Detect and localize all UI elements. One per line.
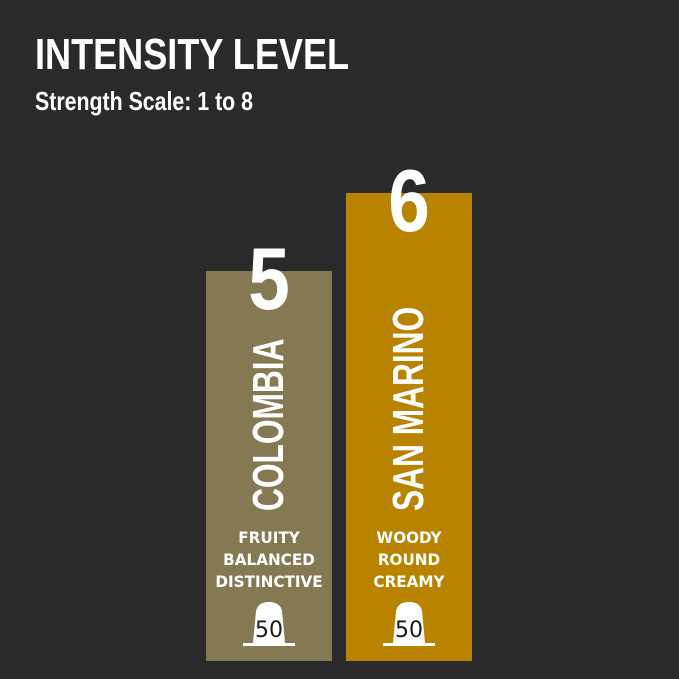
- flavor-notes: WOODY ROUND CREAMY: [346, 527, 472, 593]
- flavor-note: WOODY: [376, 528, 442, 547]
- bar-category-label: SAN MARINO: [384, 306, 433, 511]
- bar-value-label: 6: [388, 151, 430, 250]
- capsule-count: 50: [395, 618, 423, 643]
- chart-title: INTENSITY LEVEL: [35, 30, 350, 79]
- flavor-note: CREAMY: [373, 572, 445, 591]
- flavor-note: DISTINCTIVE: [215, 572, 323, 591]
- bar-category-label: COLOMBIA: [244, 338, 293, 511]
- capsule-count: 50: [255, 618, 283, 643]
- flavor-note: BALANCED: [223, 550, 315, 569]
- bar-san-marino: 6 SAN MARINO WOODY ROUND CREAMY 50: [346, 157, 472, 661]
- bar-value-label: 5: [248, 229, 290, 328]
- capsule-icon: 50: [243, 602, 295, 646]
- flavor-notes: FRUITY BALANCED DISTINCTIVE: [206, 527, 332, 593]
- capsule-icon: 50: [383, 602, 435, 646]
- flavor-note: FRUITY: [238, 528, 300, 547]
- chart-subtitle: Strength Scale: 1 to 8: [35, 86, 253, 116]
- flavor-note: ROUND: [377, 550, 441, 569]
- bar-colombia: 5 COLOMBIA FRUITY BALANCED DISTINCTIVE 50: [206, 235, 332, 661]
